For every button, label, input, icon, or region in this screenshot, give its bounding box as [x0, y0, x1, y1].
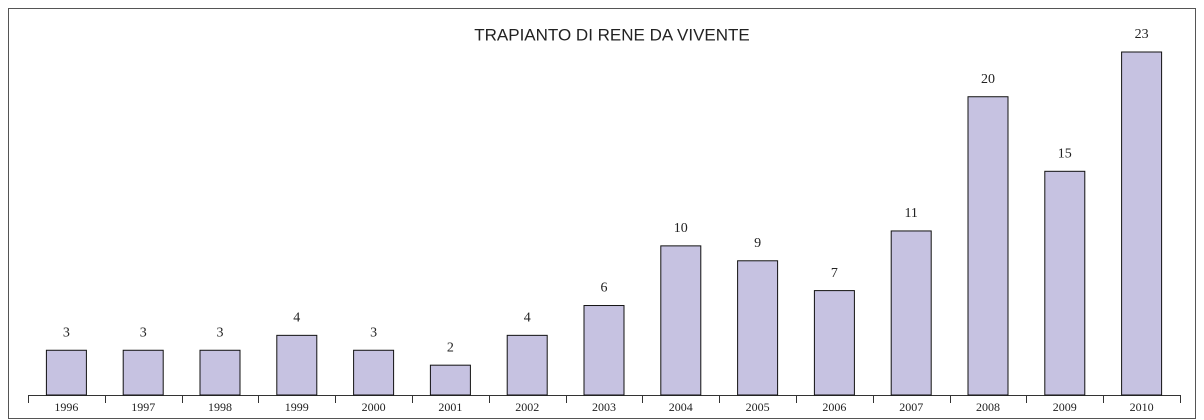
bar	[506, 334, 548, 396]
x-tick-label: 2002	[515, 400, 539, 414]
bar	[1044, 170, 1086, 396]
value-label: 10	[674, 221, 688, 236]
x-tick-label: 2001	[438, 400, 462, 414]
x-tick-label: 2010	[1130, 400, 1154, 414]
value-label: 11	[904, 206, 917, 221]
bar	[967, 96, 1009, 396]
x-tick-label: 2003	[592, 400, 616, 414]
value-label: 2	[447, 340, 454, 355]
x-tick-label: 1998	[208, 400, 232, 414]
value-label: 3	[217, 325, 224, 340]
bar	[813, 290, 855, 396]
value-label: 3	[63, 325, 70, 340]
bar	[276, 334, 318, 396]
value-label: 15	[1058, 147, 1072, 162]
value-label: 3	[370, 325, 377, 340]
x-tick-label: 2005	[746, 400, 770, 414]
bar	[122, 349, 164, 396]
x-tick-label: 2007	[899, 400, 923, 414]
chart-title: TRAPIANTO DI RENE DA VIVENTE	[474, 25, 750, 44]
x-tick-label: 2004	[669, 400, 693, 414]
x-tick-label: 1997	[131, 400, 155, 414]
x-tick-label: 1996	[54, 400, 78, 414]
x-tick-label: 2009	[1053, 400, 1077, 414]
value-label: 4	[524, 311, 531, 326]
bar	[45, 349, 87, 396]
x-tick-label: 2008	[976, 400, 1000, 414]
x-tick-label: 2000	[362, 400, 386, 414]
bar	[199, 349, 241, 396]
value-label: 7	[831, 266, 838, 281]
value-label: 9	[754, 236, 761, 251]
bar	[1121, 51, 1163, 396]
bar	[353, 349, 395, 396]
bar	[429, 364, 471, 396]
value-label: 4	[293, 311, 300, 326]
frame	[8, 8, 1196, 419]
bar	[583, 305, 625, 396]
value-label: 3	[140, 325, 147, 340]
bar	[737, 260, 779, 396]
value-label: 23	[1135, 27, 1149, 42]
x-tick-label: 1999	[285, 400, 309, 414]
bar	[890, 230, 932, 396]
value-label: 20	[981, 72, 995, 87]
bar	[660, 245, 702, 396]
value-label: 6	[601, 281, 608, 296]
x-tick-label: 2006	[822, 400, 846, 414]
